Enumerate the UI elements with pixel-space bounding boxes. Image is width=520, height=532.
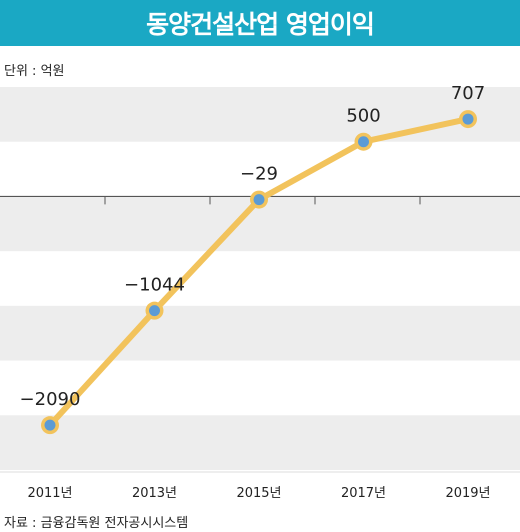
x-tick-label: 2017년 bbox=[341, 486, 386, 501]
data-label: 500 bbox=[346, 106, 380, 127]
data-label: 707 bbox=[451, 83, 485, 104]
data-label: −1044 bbox=[124, 275, 185, 296]
source-note: 자료 : 금융감독원 전자공시시스템 bbox=[4, 516, 189, 531]
unit-label: 단위 : 억원 bbox=[4, 64, 65, 79]
x-tick-label: 2019년 bbox=[445, 486, 490, 501]
grid-band bbox=[0, 87, 520, 142]
x-tick-label: 2013년 bbox=[132, 486, 177, 501]
x-tick-label: 2011년 bbox=[27, 486, 72, 501]
x-tick-label: 2015년 bbox=[236, 486, 281, 501]
grid-band bbox=[0, 415, 520, 470]
data-point bbox=[44, 419, 56, 431]
data-point bbox=[462, 113, 474, 125]
data-point bbox=[358, 136, 369, 148]
data-point bbox=[149, 305, 160, 317]
data-point bbox=[253, 194, 265, 206]
chart-title: 동양건설산업 영업이익 bbox=[0, 0, 520, 46]
data-label: −2090 bbox=[20, 389, 81, 410]
data-label: −29 bbox=[240, 164, 278, 185]
grid-band bbox=[0, 305, 520, 361]
